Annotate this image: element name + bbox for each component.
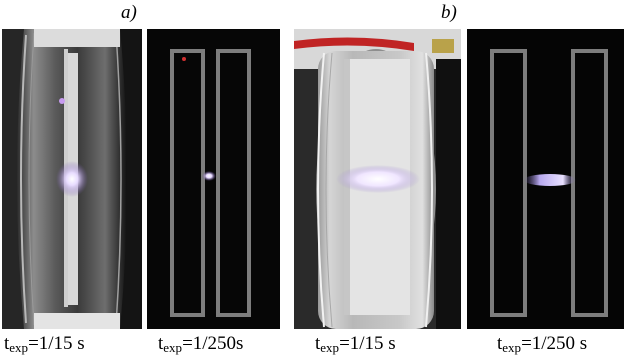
panel-label-a: a)	[121, 2, 137, 23]
photo-a-long-exposure	[2, 29, 142, 329]
panel-label-b: b)	[441, 2, 457, 23]
photo-a-short-exposure	[147, 29, 280, 329]
caption-2: texp=1/250s	[158, 333, 244, 355]
photo-b-long-exposure	[294, 29, 461, 329]
caption-1: texp=1/15 s	[4, 333, 85, 355]
caption-3: texp=1/15 s	[315, 333, 396, 355]
photo-b-short-exposure	[467, 29, 624, 329]
caption-4: texp=1/250 s	[497, 333, 588, 355]
